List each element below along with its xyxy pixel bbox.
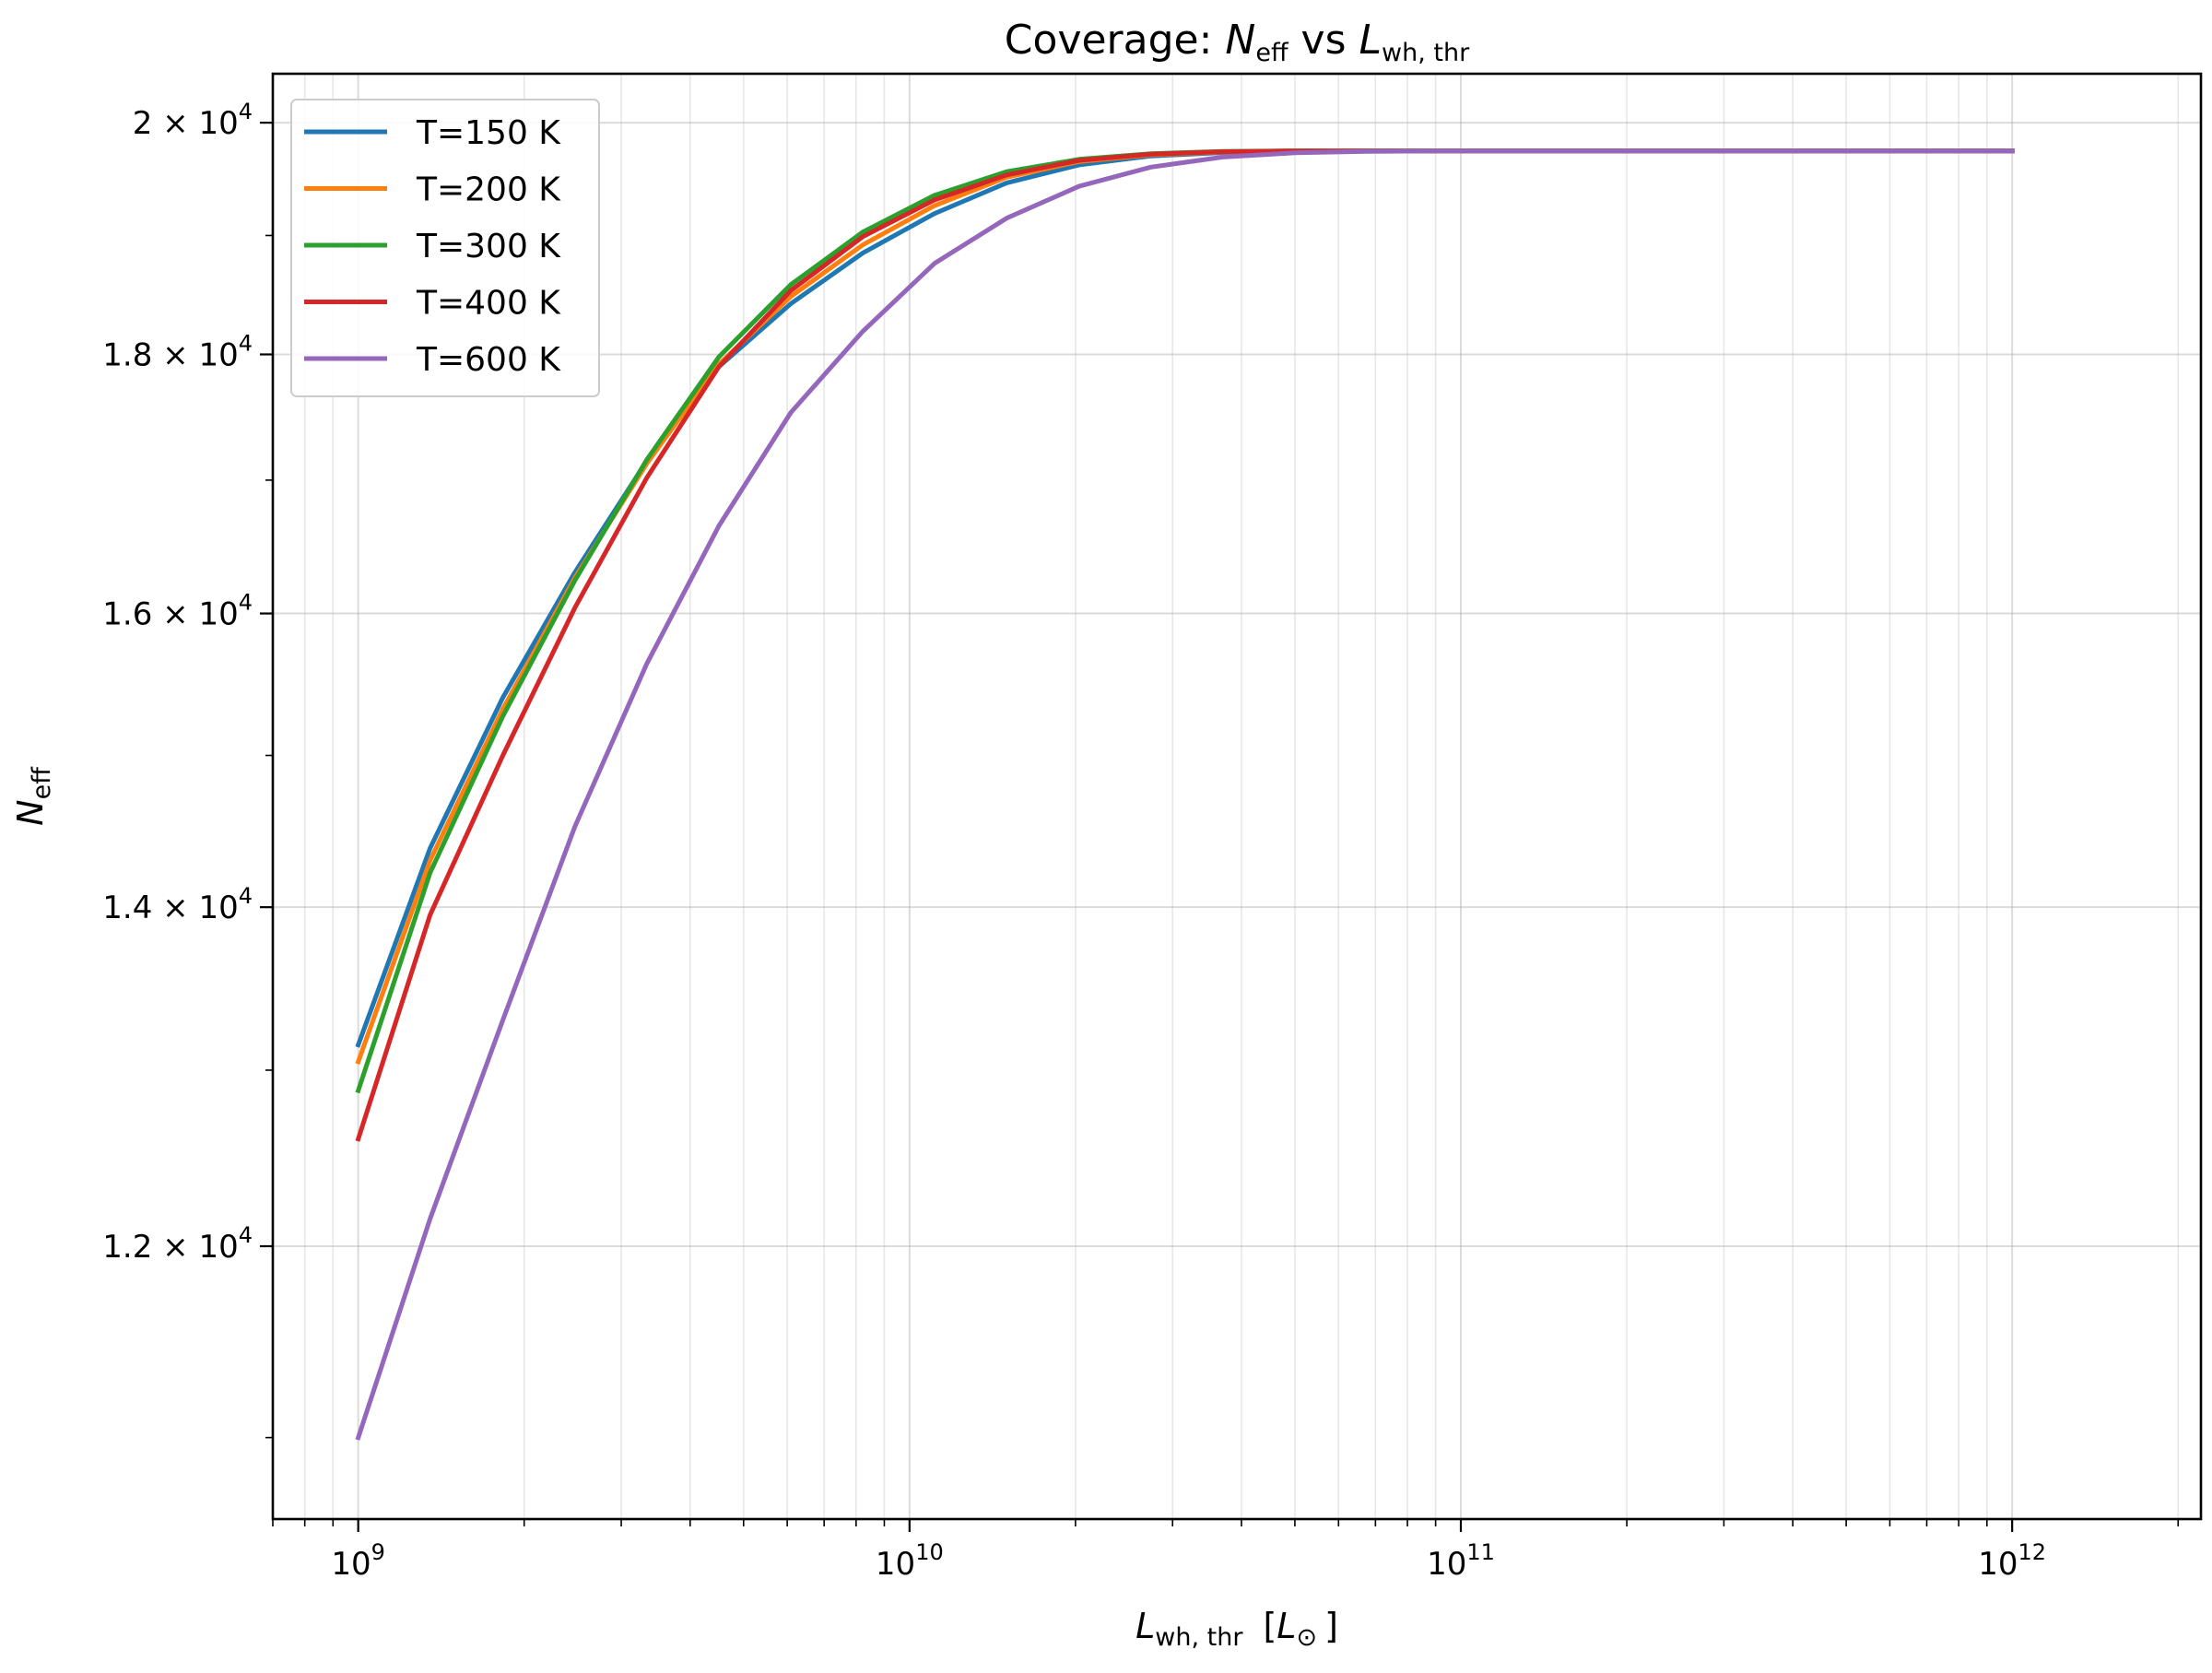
chart-title: Coverage: Neff vs Lwh, thr [1005,17,1470,67]
y-tick-label: 1.6 × 104 [102,590,253,633]
x-axis-ticks: 109 1010 1011 1012 [272,1519,2180,1583]
x-tick-label: 1011 [1427,1539,1495,1583]
x-tick-label: 109 [331,1539,385,1583]
y-tick-label: 1.4 × 104 [102,883,253,926]
x-axis-label: Lwh, thr [L⊙] [1135,1606,1338,1652]
grid [272,74,2201,1519]
y-tick-label: 2 × 104 [133,99,253,142]
x-tick-label: 1012 [1978,1539,2046,1583]
legend-label: T=600 K [416,341,561,379]
y-axis-label: Neff [10,766,56,826]
plot-frame [271,72,2203,1521]
series-line-t-400-k [355,148,2015,1142]
legend: T=150 K T=200 K T=300 K T=400 K T=600 K [290,99,600,397]
x-tick-label: 1010 [876,1539,944,1583]
series-line-t-150-k [355,148,2015,1048]
legend-label: T=400 K [416,285,561,323]
series-line-t-300-k [355,148,2015,1094]
legend-label: T=200 K [416,171,561,209]
y-tick-label: 1.2 × 104 [102,1222,253,1266]
series-line-t-200-k [355,148,2015,1065]
legend-label: T=150 K [416,114,561,152]
series-line-t-600-k [355,148,2015,1441]
y-axis-ticks: 1.2 × 104 1.4 × 104 1.6 × 104 1.8 × 104 2 × … [102,99,273,1439]
y-tick-label: 1.8 × 104 [102,330,253,373]
series-lines [355,148,2015,1441]
legend-box [290,99,600,397]
legend-label: T=300 K [416,228,561,265]
